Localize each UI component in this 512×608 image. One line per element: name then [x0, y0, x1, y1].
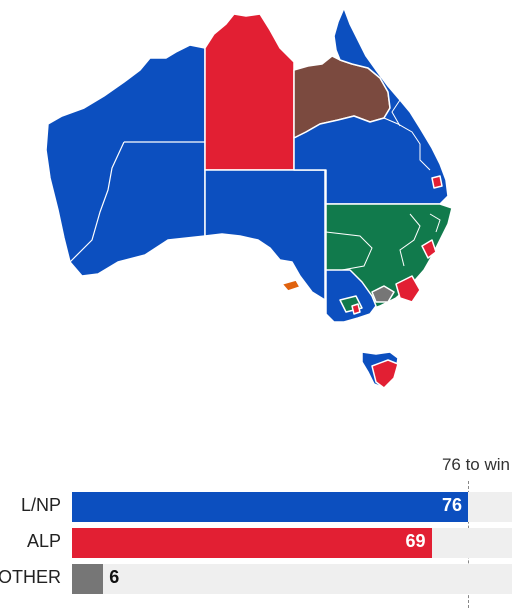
seat-count-lnp: 76	[441, 495, 462, 515]
seat-bar-other	[72, 564, 104, 594]
australia-electorate-map	[45, 7, 453, 389]
seat-row-lnp: L/NP 76	[0, 492, 512, 522]
seat-row-other: OTHER 6	[0, 564, 512, 594]
map-region-northern-territory[interactable]	[204, 13, 295, 171]
map-region-western-australia[interactable]	[45, 44, 206, 277]
seat-bar-alp: 69	[72, 528, 432, 558]
map-region-act-other[interactable]	[371, 285, 395, 303]
map-region-queensland-coast[interactable]	[293, 7, 449, 205]
party-label-other: OTHER	[0, 567, 61, 587]
seat-count-other: 6	[109, 567, 120, 587]
majority-label: 76 to win	[441, 455, 510, 474]
seat-bar-lnp: 76	[72, 492, 468, 522]
party-label-alp: ALP	[26, 531, 61, 551]
map-region-victoria[interactable]	[325, 269, 377, 323]
seat-count-alp: 69	[405, 531, 426, 551]
bar-track	[72, 564, 512, 594]
seat-tally-chart: 76 to win L/NP 76 ALP 69 OTHER 6	[0, 455, 512, 608]
map-region-kangaroo-island[interactable]	[281, 279, 301, 292]
map-region-south-australia[interactable]	[204, 169, 326, 301]
party-label-lnp: L/NP	[20, 495, 61, 515]
seat-row-alp: ALP 69	[0, 528, 512, 558]
